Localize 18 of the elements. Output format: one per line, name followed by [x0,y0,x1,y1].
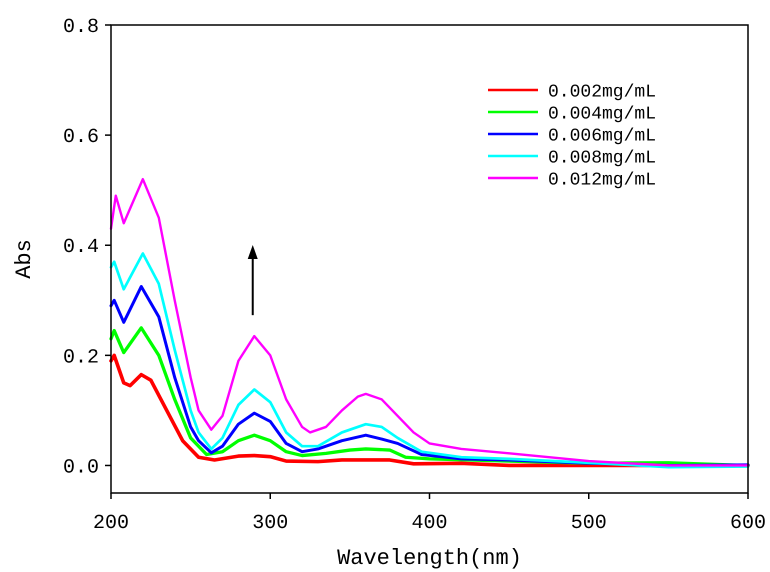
y-axis-title: Abs [12,239,37,279]
legend-label: 0.002mg/mL [548,82,656,102]
y-tick-label: 0.2 [62,346,99,370]
y-tick-label: 0.0 [62,456,99,480]
x-tick-label: 600 [730,512,766,535]
legend-label: 0.012mg/mL [548,170,656,190]
legend-label: 0.006mg/mL [548,126,656,146]
y-tick-label: 0.6 [62,126,99,150]
x-tick-label: 200 [92,512,130,535]
legend-label: 0.008mg/mL [548,148,656,168]
x-tick-label: 400 [411,512,448,535]
line-series [110,252,750,468]
x-tick-label: 500 [570,512,607,535]
x-tick-label: 300 [252,512,288,535]
y-tick-label: 0.4 [62,236,99,260]
y-tick-label: 0.8 [62,16,99,39]
legend-label: 0.004mg/mL [548,104,656,124]
x-axis-title: Wavelength(nm) [337,546,522,571]
